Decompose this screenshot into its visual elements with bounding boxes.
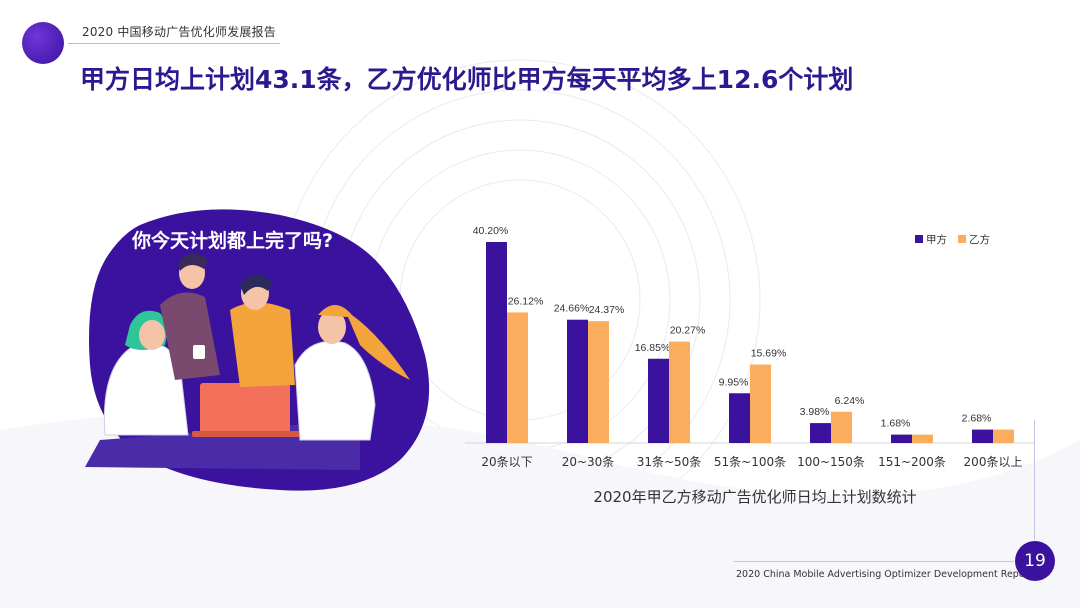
header-divider (68, 43, 280, 44)
bar-yifang (588, 321, 609, 443)
data-label: 3.98% (800, 406, 830, 418)
x-tick-label: 51条~100条 (714, 455, 786, 469)
data-label: 1.68% (881, 418, 911, 430)
data-label: 9.95% (719, 376, 749, 388)
bar-yifang (750, 364, 771, 443)
x-tick-label: 151~200条 (878, 455, 946, 469)
bar-jiafang (486, 242, 507, 443)
data-label: 15.69% (751, 348, 787, 360)
data-label: 24.37% (589, 304, 625, 316)
data-label: 16.85% (635, 342, 671, 354)
x-tick-label: 20条以下 (481, 455, 532, 469)
bar-jiafang (891, 434, 912, 443)
bar-jiafang (810, 423, 831, 443)
legend-swatch (915, 235, 923, 243)
person-blonde (294, 305, 410, 441)
bubble-text: 你今天计划都上完了吗? (132, 230, 334, 252)
bar-chart: 40.20% 26.12% 20条以下 24.66% 24.37% 20~30条 16.85… (465, 225, 1035, 506)
laptop (200, 383, 290, 435)
data-label: 6.24% (835, 395, 865, 407)
page-number: 19 (1015, 541, 1055, 581)
data-label: 20.27% (670, 325, 706, 337)
x-tick-label: 31条~50条 (637, 455, 702, 469)
team-illustration (85, 209, 430, 491)
bar-jiafang (648, 358, 669, 443)
report-title: 2020 中国移动广告优化师发展报告 (82, 25, 276, 39)
bar-jiafang (729, 393, 750, 443)
person-dark-shirt (160, 253, 220, 380)
legend-swatch (958, 235, 966, 243)
footer-vertical-line (1034, 420, 1035, 540)
bar-yifang (993, 429, 1014, 443)
x-tick-label: 20~30条 (562, 455, 615, 469)
footer-divider (734, 561, 1014, 562)
x-tick-label: 100~150条 (797, 455, 865, 469)
page-title: 甲方日均上计划43.1条，乙方优化师比甲方每天平均多上12.6个计划 (80, 65, 854, 94)
data-label: 40.20% (473, 225, 509, 237)
chart-title: 2020年甲乙方移动广告优化师日均上计划数统计 (593, 488, 916, 506)
person-green-hair (103, 310, 189, 436)
x-tick-label: 200条以上 (964, 455, 1023, 469)
legend-label: 乙方 (969, 233, 990, 246)
legend-label: 甲方 (926, 233, 947, 246)
data-label: 24.66% (554, 303, 590, 315)
bar-yifang (507, 312, 528, 443)
data-label: 2.68% (962, 413, 992, 425)
bar-yifang (912, 434, 933, 443)
footer-report-title: 2020 China Mobile Advertising Optimizer … (736, 569, 1033, 580)
bar-yifang (669, 341, 690, 443)
data-label: 26.12% (508, 295, 544, 307)
bar-yifang (831, 411, 852, 443)
bar-jiafang (972, 429, 993, 443)
person-orange-shirt (230, 274, 295, 387)
bar-jiafang (567, 319, 588, 443)
header-logo-dot (22, 22, 64, 64)
